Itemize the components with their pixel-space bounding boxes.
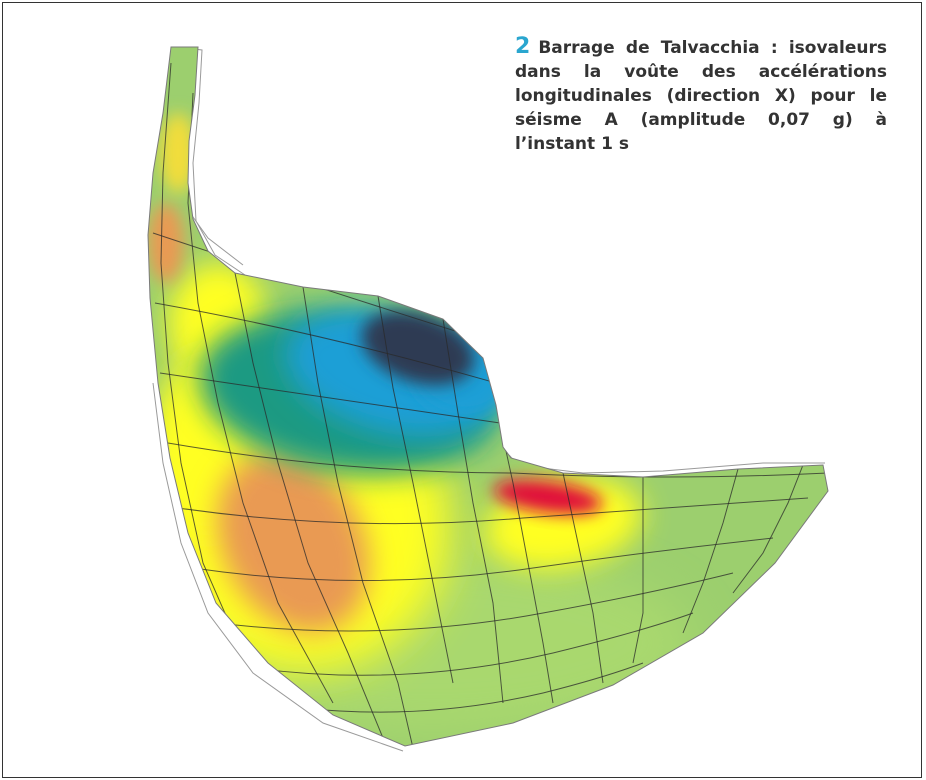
figure-caption: 2 Barrage de Talvacchia : isovaleurs dans…: [515, 35, 887, 156]
dam-vault-outline: [147, 46, 829, 747]
figure-number: 2: [515, 34, 531, 59]
figure-caption-text: Barrage de Talvacchia : isovaleurs dans …: [515, 38, 887, 154]
dam-vault-isovalue-map: [147, 46, 829, 752]
